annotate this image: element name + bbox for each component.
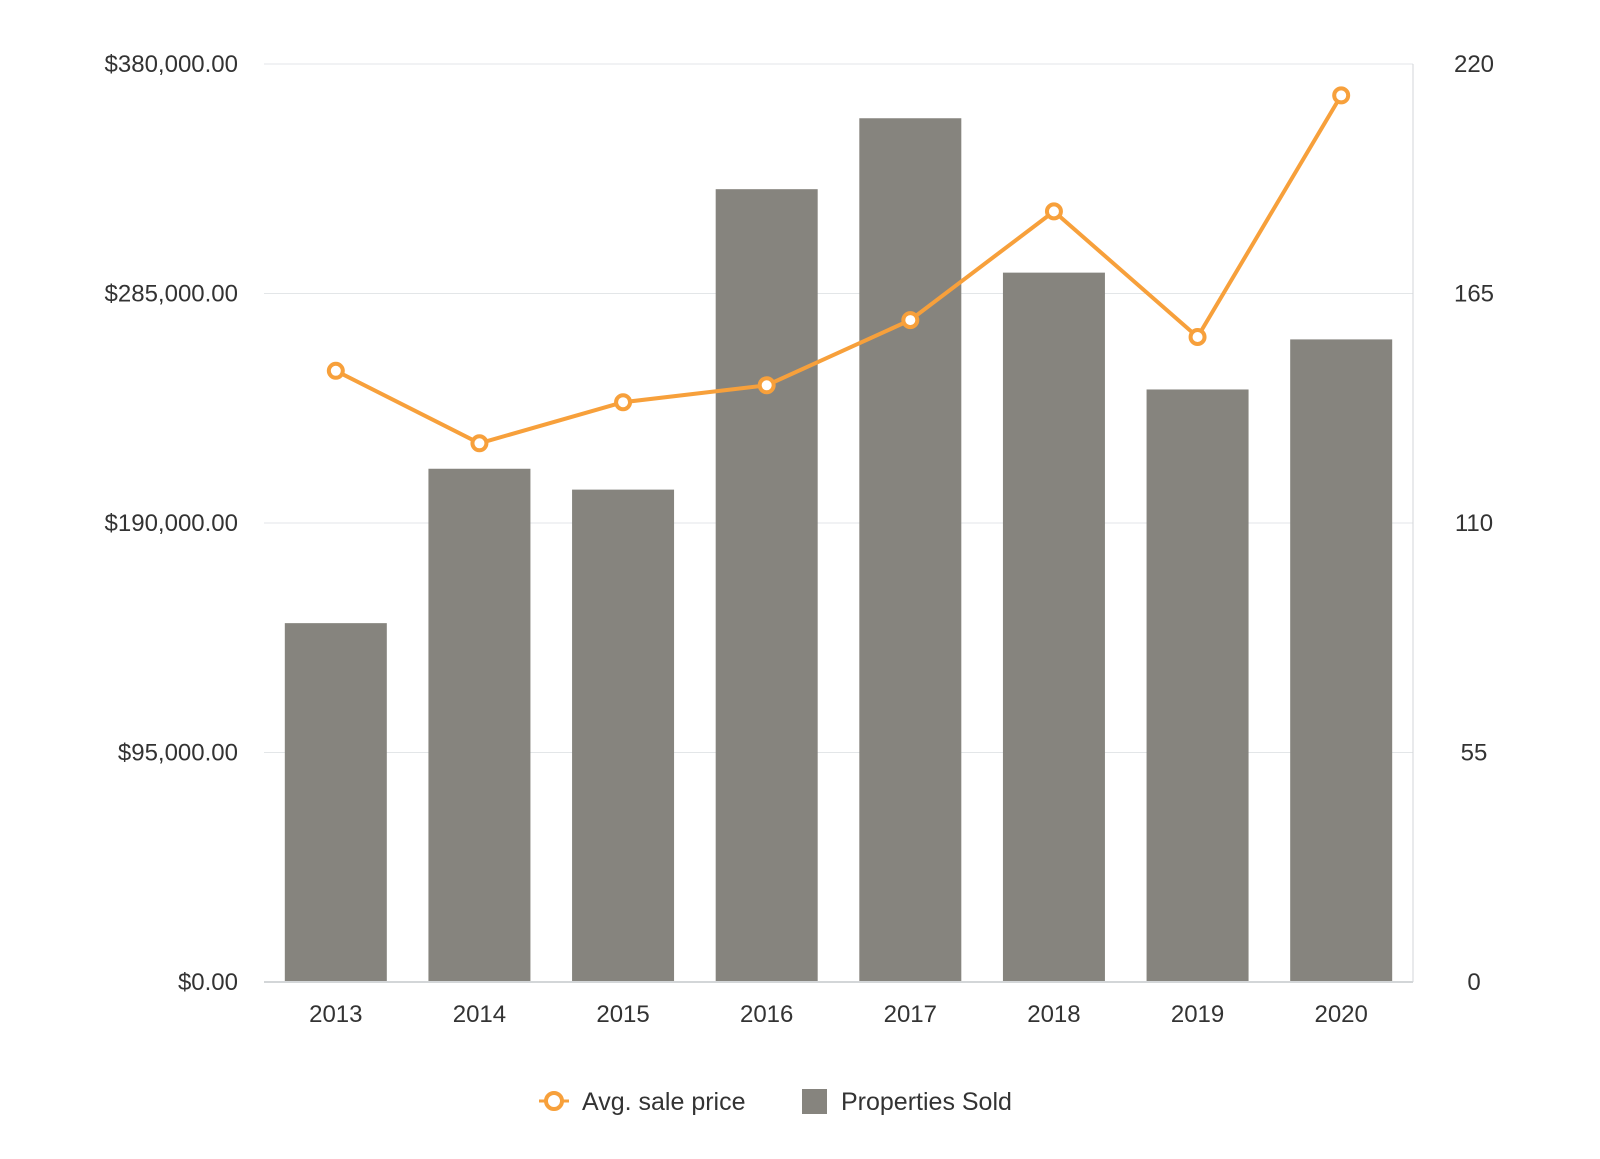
left-axis-tick-label: $285,000.00 [105,281,238,308]
x-axis-tick-label: 2013 [309,1001,362,1028]
x-axis-tick-label: 2014 [453,1001,506,1028]
line-point [614,393,633,412]
x-axis-tick-label: 2019 [1171,1001,1224,1028]
legend-item-properties-sold[interactable]: Properties Sold [802,1088,1012,1116]
legend-label-properties-sold: Properties Sold [841,1088,1012,1116]
bar [1002,272,1105,982]
legend-line-marker [544,1091,564,1111]
line-point [470,434,489,453]
bar [284,623,387,982]
bar [1146,389,1249,982]
series-line [334,94,1343,446]
left-axis-tick-label: $95,000.00 [118,740,238,767]
line-series-avg-sale-price [326,86,1351,453]
bar [1290,339,1393,982]
right-axis-tick-label: 110 [1455,510,1493,537]
legend-item-avg-sale-price[interactable]: Avg. sale price [539,1088,746,1116]
right-axis-tick-label: 55 [1461,740,1488,767]
left-axis-tick-label: $380,000.00 [105,51,238,78]
x-axis-tick-label: 2016 [740,1001,793,1028]
x-axis-ticks: 2013 2014 2015 2016 2017 2018 2019 2020 [309,1001,1368,1028]
x-axis-tick-label: 2017 [884,1001,937,1028]
line-point [1188,327,1207,346]
line-point [326,361,345,380]
legend-label-avg-sale-price: Avg. sale price [582,1088,746,1116]
x-axis-tick-label: 2020 [1314,1001,1367,1028]
right-axis-tick-label: 0 [1467,969,1480,996]
bar [715,189,818,982]
left-axis-tick-label: $0.00 [178,969,238,996]
left-axis-tick-label: $190,000.00 [105,510,238,537]
bar-series-properties-sold [284,118,1393,983]
right-axis-tick-label: 165 [1454,281,1494,308]
bar [572,489,675,982]
line-point [901,311,920,330]
line-point [1044,202,1063,221]
line-point [757,376,776,395]
left-axis-ticks: $0.00 $95,000.00 $190,000.00 $285,000.00 $38… [105,51,238,996]
line-point [1332,86,1351,105]
x-axis-tick-label: 2015 [596,1001,649,1028]
bar [859,118,962,982]
x-axis-tick-label: 2018 [1027,1001,1080,1028]
legend: Avg. sale price Properties Sold [539,1088,1012,1116]
bar [428,468,531,983]
legend-bar-swatch [802,1089,827,1114]
right-axis-ticks: 0 55 110 165 220 [1454,51,1494,996]
right-axis-tick-label: 220 [1454,51,1494,78]
